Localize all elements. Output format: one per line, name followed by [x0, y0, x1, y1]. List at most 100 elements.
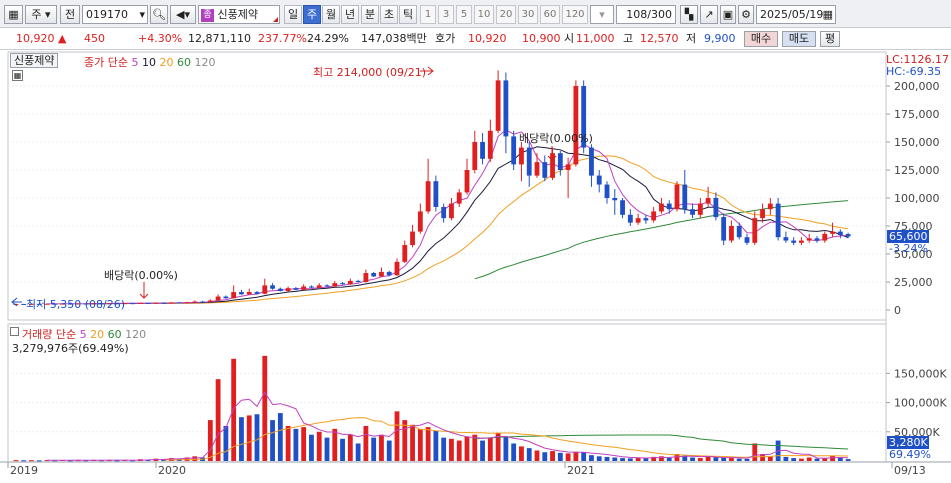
corner-mark-icon	[273, 17, 278, 22]
period-day[interactable]: 일	[284, 5, 302, 24]
candle-body	[542, 162, 548, 178]
period-year[interactable]: 년	[341, 5, 359, 24]
ma-legend-10: 10	[141, 56, 156, 69]
candle-body	[75, 303, 81, 305]
speaker-icon[interactable]: ◀▾	[170, 5, 196, 24]
candle-body	[130, 303, 135, 305]
interval-60[interactable]: 60	[540, 5, 560, 24]
sell-button[interactable]: 매도	[782, 31, 816, 47]
period-second[interactable]: 초	[380, 5, 398, 24]
candle-body	[277, 288, 283, 291]
candle-body	[682, 184, 688, 210]
buy-button[interactable]: 매수	[744, 31, 778, 47]
interval-dropdown[interactable]: ▾	[590, 5, 614, 24]
candle-body	[519, 147, 524, 165]
candle-body	[192, 301, 198, 303]
volume-bar	[487, 437, 493, 461]
type-select[interactable]: 전	[60, 5, 80, 24]
lc-label: LC:1126.17	[886, 53, 950, 66]
eval-button[interactable]: 평	[820, 31, 840, 47]
volume-bar	[534, 450, 540, 461]
volume-bar	[246, 415, 252, 461]
volume-collapse-icon[interactable]	[10, 327, 19, 336]
save-icon[interactable]: ▣	[720, 5, 736, 24]
candle-body	[379, 271, 384, 277]
settings-icon[interactable]: ⚙	[738, 5, 754, 24]
chevron-down-icon[interactable]: ▾	[139, 8, 145, 21]
candle-body	[729, 226, 734, 241]
volume-bar	[799, 458, 804, 461]
interval-120[interactable]: 120	[562, 5, 588, 24]
candle-body	[122, 303, 128, 305]
calendar-icon[interactable]: ▦	[822, 8, 833, 21]
volume-bar	[573, 451, 579, 461]
period-tick[interactable]: 틱	[399, 5, 417, 24]
candle-body	[309, 286, 314, 288]
period-month[interactable]: 월	[322, 5, 340, 24]
candle-body	[837, 231, 843, 235]
volume-bar	[456, 440, 462, 461]
volume-bar	[254, 414, 260, 461]
indicator-icon[interactable]: ▚	[680, 5, 698, 24]
candle-body	[620, 200, 625, 215]
interval-30[interactable]: 30	[518, 5, 538, 24]
price-axis-label: 150,000	[894, 136, 940, 149]
price-axis-label: 175,000	[894, 108, 940, 121]
volume-bar	[386, 440, 392, 461]
date-input[interactable]: 2025/05/19 ▦	[756, 5, 836, 24]
volume-bar	[207, 420, 213, 461]
volume-bar	[729, 458, 734, 461]
price-volume-chart[interactable]: 200,000 175,000 150,000 125,000 100,000 75,00…	[0, 50, 951, 483]
candle-body	[67, 303, 73, 305]
candle-body	[91, 303, 97, 305]
volume-ratio: 237.77%	[258, 32, 307, 45]
volume-bar	[355, 443, 361, 461]
candle-body	[744, 237, 750, 243]
grid-toggle-icon[interactable]: ▦	[12, 70, 23, 81]
volume-bar	[596, 456, 602, 461]
period-minute[interactable]: 분	[361, 5, 379, 24]
interval-5[interactable]: 5	[456, 5, 472, 24]
volume-bar	[837, 457, 843, 461]
volume-bar	[643, 458, 649, 461]
candle-body	[456, 192, 462, 204]
volume-bar	[604, 456, 610, 461]
count-total: /300	[647, 8, 672, 21]
volume-bar	[277, 413, 283, 461]
candle-body	[814, 238, 820, 241]
market-select[interactable]: 주 ▾	[25, 5, 57, 24]
volume-bar	[464, 436, 470, 461]
interval-3[interactable]: 3	[438, 5, 454, 24]
candle-body	[495, 80, 501, 131]
volume-bar	[721, 457, 727, 461]
candle-body	[721, 217, 727, 241]
window-menu-icon[interactable]: ▦	[4, 5, 23, 24]
interval-10[interactable]: 10	[474, 5, 494, 24]
stock-name-tab[interactable]: 신풍제약	[10, 53, 59, 68]
candle-body	[845, 234, 851, 237]
ma10-line	[85, 146, 849, 305]
trade-volume: 12,871,110	[188, 32, 251, 45]
candle-body	[565, 164, 571, 170]
candle-body	[262, 285, 268, 294]
search-icon[interactable]: 🔍︎	[150, 5, 168, 24]
ma-legend-60: 60	[176, 56, 191, 69]
stock-code-input[interactable]: 019170 ▾	[82, 5, 148, 24]
draw-tool-icon[interactable]: ↗	[700, 5, 718, 24]
candle-body	[604, 184, 610, 198]
candle-body	[425, 181, 431, 212]
volume-bar	[36, 460, 42, 462]
candle-body	[355, 280, 361, 282]
chart-area[interactable]: 200,000 175,000 150,000 125,000 100,000 75,00…	[0, 50, 951, 483]
volume-bar	[324, 437, 330, 461]
time-axis-label: 2020	[158, 464, 186, 477]
count-input[interactable]: 108/300	[616, 5, 676, 24]
period-week[interactable]: 주	[303, 5, 321, 24]
interval-20[interactable]: 20	[496, 5, 516, 24]
interval-1[interactable]: 1	[420, 5, 436, 24]
volume-bar	[620, 458, 625, 461]
volume-bar	[666, 457, 672, 461]
turnover-rate: 24.29%	[307, 32, 349, 45]
candle-body	[830, 231, 835, 234]
stock-name-field[interactable]: 종 신풍제약	[198, 5, 280, 24]
